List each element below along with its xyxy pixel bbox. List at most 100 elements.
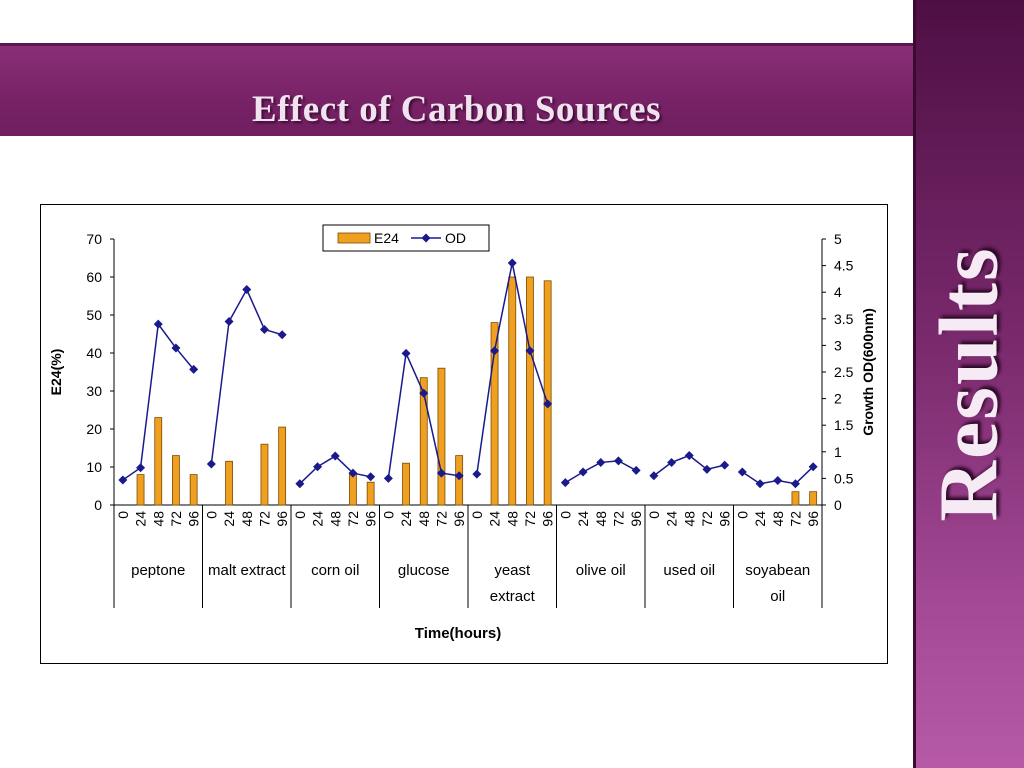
time-tick-label: 48 [239, 511, 255, 527]
time-tick-label: 72 [256, 511, 272, 527]
e24-bar [419, 377, 428, 506]
time-tick-label: 96 [451, 511, 467, 527]
od-marker [153, 319, 163, 329]
od-marker [136, 463, 146, 473]
od-marker [613, 456, 623, 466]
slide-title: Effect of Carbon Sources [251, 89, 661, 130]
e24-bar [791, 491, 800, 506]
chart-frame: 0 10 20 30 40 50 60 70 0 0.5 1 1.5 2 2.5 3 3.5 4 4.5 5 E24(… [40, 204, 888, 664]
time-tick-label: 96 [186, 511, 202, 527]
right-tick-label: 2.5 [834, 364, 854, 380]
od-marker [755, 479, 765, 489]
e24-bar [366, 481, 375, 506]
od-marker [242, 285, 252, 295]
legend-od-label: OD [445, 230, 466, 246]
time-tick-label: 96 [628, 511, 644, 527]
time-tick-label: 24 [133, 511, 149, 527]
od-line [210, 287, 283, 465]
e24-bar [526, 276, 534, 506]
time-tick-label: 0 [292, 511, 308, 519]
group-label: oil [770, 588, 785, 605]
group-label: used oil [663, 562, 715, 579]
time-tick-label: 72 [168, 511, 184, 527]
od-marker [525, 346, 535, 356]
side-label: Results [922, 246, 1015, 522]
od-marker [224, 316, 234, 326]
e24-bar [809, 491, 818, 506]
e24-bar [136, 474, 145, 506]
time-tick-label: 24 [664, 511, 680, 527]
od-marker [383, 473, 393, 483]
right-tick-label: 0.5 [834, 470, 854, 486]
od-marker [313, 462, 323, 472]
left-tick-label: 10 [86, 459, 102, 475]
od-marker [507, 258, 517, 268]
time-tick-label: 48 [327, 511, 343, 527]
od-marker [578, 467, 588, 477]
group-label: extract [490, 588, 536, 605]
time-tick-label: 72 [522, 511, 538, 527]
group-label: olive oil [576, 562, 626, 579]
od-marker [401, 348, 411, 358]
right-tick-label: 1.5 [834, 417, 854, 433]
right-tick-label: 0 [834, 497, 842, 513]
e24-bar [189, 474, 198, 506]
od-marker [631, 465, 641, 475]
od-marker [171, 343, 181, 353]
e24-bar [154, 417, 163, 506]
e24-bar [225, 460, 233, 506]
time-tick-label: 72 [345, 511, 361, 527]
time-tick-label: 96 [274, 511, 290, 527]
time-tick-label: 0 [115, 511, 131, 519]
left-tick-label: 0 [94, 497, 102, 513]
od-marker [419, 388, 429, 398]
left-tick-label: 30 [86, 383, 102, 399]
od-marker [277, 330, 287, 340]
time-tick-label: 24 [487, 511, 503, 527]
time-tick-label: 0 [734, 511, 750, 519]
side-panel: Results [913, 0, 1024, 768]
right-tick-label: 4.5 [834, 258, 854, 274]
od-marker [189, 364, 199, 374]
time-tick-label: 96 [805, 511, 821, 527]
time-tick-label: 0 [646, 511, 662, 519]
od-marker [472, 469, 482, 479]
time-tick-label: 48 [150, 511, 166, 527]
group-label: peptone [131, 562, 185, 579]
od-marker [702, 464, 712, 474]
right-tick-label: 3 [834, 337, 842, 353]
left-tick-label: 70 [86, 231, 102, 247]
od-marker [596, 457, 606, 467]
group-label: soyabean [745, 562, 810, 579]
time-tick-label: 48 [593, 511, 609, 527]
chart: 0 10 20 30 40 50 60 70 0 0.5 1 1.5 2 2.5 3 3.5 4 4.5 5 E24(… [48, 224, 876, 642]
e24-bar [172, 455, 180, 506]
time-tick-label: 72 [433, 511, 449, 527]
right-tick-label: 4 [834, 284, 842, 300]
time-tick-label: 72 [699, 511, 715, 527]
left-tick-label: 60 [86, 269, 102, 285]
time-tick-label: 0 [469, 511, 485, 519]
od-marker [737, 467, 747, 477]
od-marker [790, 479, 800, 489]
legend-e24-label: E24 [374, 230, 399, 246]
od-marker [667, 457, 677, 467]
group-label: corn oil [311, 562, 359, 579]
e24-bar [260, 443, 269, 506]
legend-od-marker [421, 233, 431, 243]
e24-bar [543, 280, 552, 506]
group-label: yeast [494, 562, 531, 579]
od-marker [649, 471, 659, 481]
title-band: Effect of Carbon Sources [0, 43, 913, 136]
time-tick-label: 96 [540, 511, 556, 527]
right-tick-label: 1 [834, 444, 842, 460]
time-tick-label: 48 [770, 511, 786, 527]
left-axis-title: E24(%) [48, 349, 64, 396]
od-marker [490, 346, 500, 356]
od-marker [543, 399, 553, 409]
time-tick-label: 24 [310, 511, 326, 527]
e24-bar [349, 474, 357, 506]
time-tick-label: 96 [717, 511, 733, 527]
od-marker [454, 471, 464, 481]
left-tick-label: 50 [86, 307, 102, 323]
